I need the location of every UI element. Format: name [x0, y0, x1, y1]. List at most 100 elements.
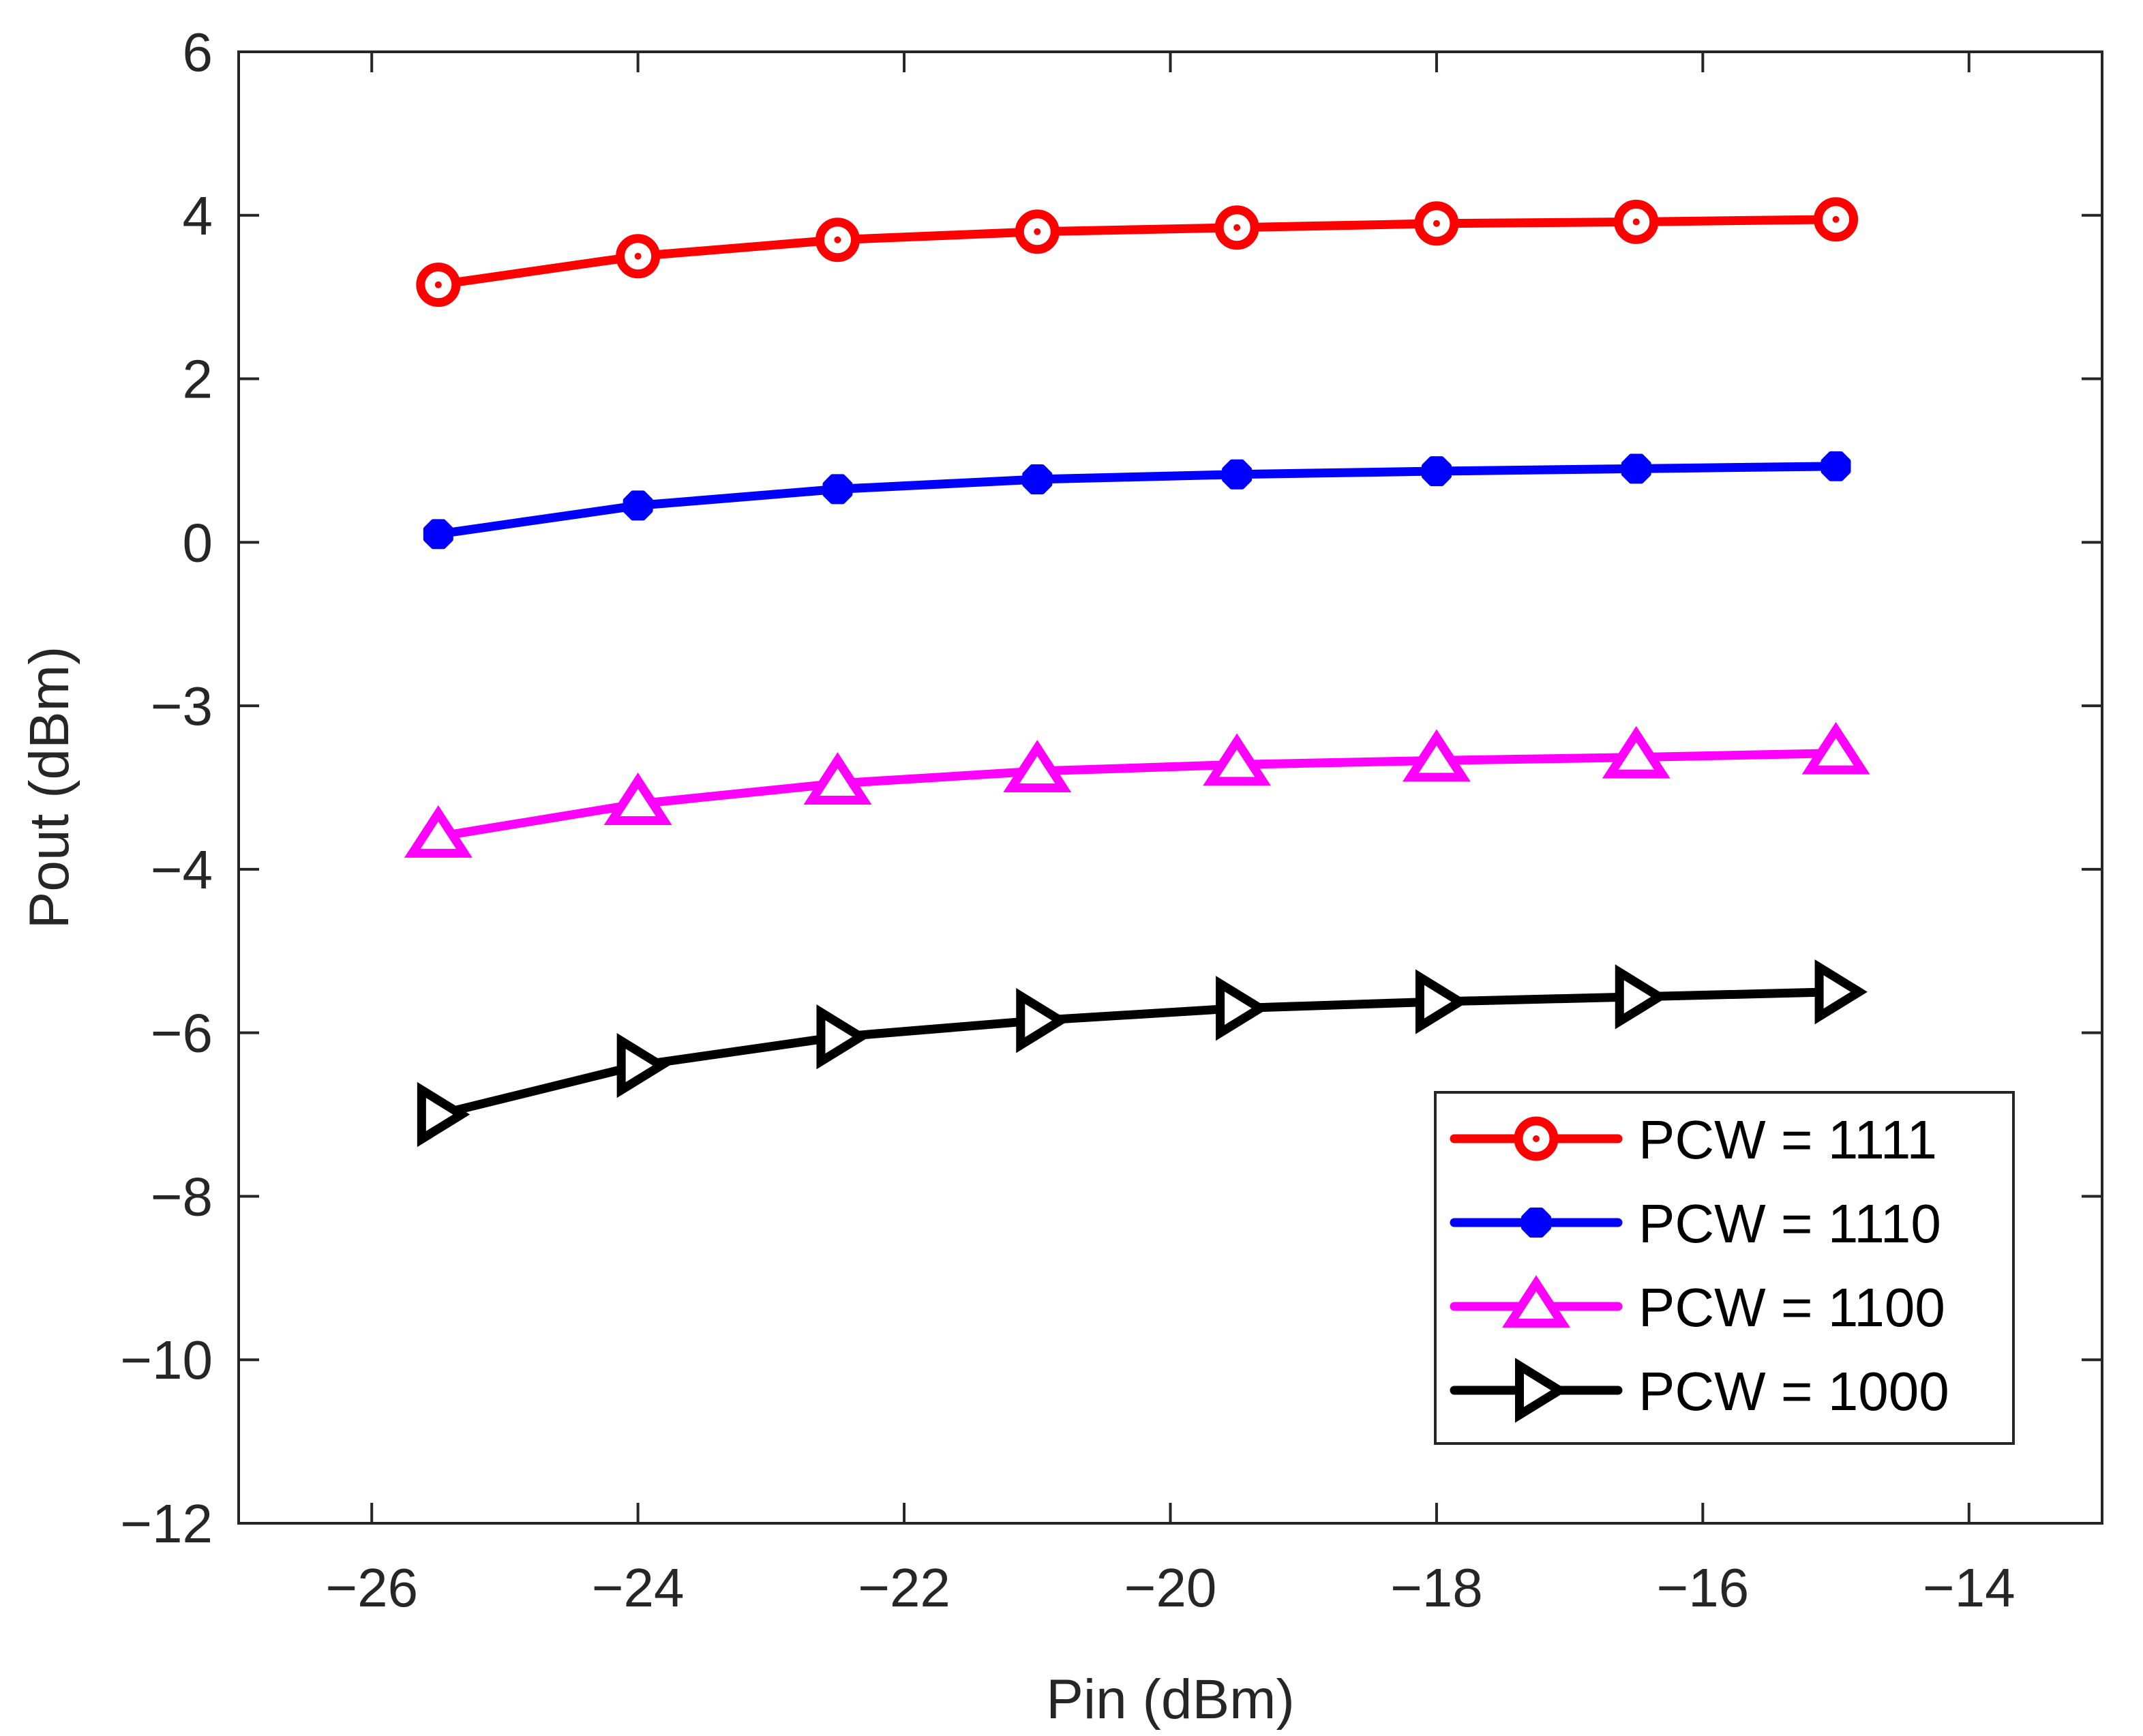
data-point	[1615, 964, 1668, 1030]
data-point	[1222, 459, 1253, 490]
series-line	[434, 462, 1841, 539]
marker-dot	[623, 490, 653, 521]
y-tick-label: −12	[120, 1493, 213, 1554]
x-tick-label: −16	[1657, 1557, 1750, 1618]
series-1110	[423, 451, 1851, 550]
data-point	[1016, 988, 1069, 1053]
marker-dot	[434, 281, 442, 288]
y-tick-label: −10	[120, 1330, 213, 1390]
y-tick-label: 4	[183, 185, 213, 246]
marker-dot	[1022, 464, 1053, 494]
data-point	[1414, 201, 1459, 246]
marker-triangle	[1003, 740, 1072, 793]
series-group	[404, 197, 1870, 1148]
data-point	[1214, 205, 1259, 250]
marker-triangle	[1216, 976, 1269, 1041]
data-point	[623, 490, 653, 521]
marker-dot	[1832, 215, 1840, 223]
data-point	[416, 263, 461, 308]
data-point	[1003, 740, 1072, 793]
data-point	[1820, 451, 1851, 481]
marker-triangle	[816, 1004, 869, 1070]
legend-item: PCW = 1100	[1450, 1275, 1945, 1338]
legend-label: PCW = 1100	[1638, 1277, 1945, 1338]
y-axis-label: Pout (dBm)	[18, 646, 80, 929]
data-point	[1621, 453, 1651, 484]
series-1000	[417, 959, 1868, 1148]
y-tick-label: 6	[183, 22, 213, 83]
marker-triangle	[1515, 1358, 1568, 1423]
data-point	[815, 218, 860, 263]
series-1111	[416, 197, 1859, 308]
data-point	[1422, 456, 1452, 486]
data-point	[1614, 199, 1659, 244]
marker-dot	[423, 519, 453, 550]
x-tick-label: −24	[592, 1557, 685, 1618]
data-point	[1022, 464, 1053, 494]
y-tick-label: −8	[151, 1166, 213, 1227]
y-tick-label: 2	[183, 349, 213, 410]
x-axis-label: Pin (dBm)	[1046, 1668, 1295, 1731]
series-1100	[404, 721, 1870, 858]
marker-dot	[634, 252, 642, 260]
marker-dot	[1222, 459, 1253, 490]
data-point	[423, 519, 453, 550]
marker-dot	[1422, 456, 1452, 486]
legend-label: PCW = 1110	[1638, 1193, 1941, 1254]
data-point	[1402, 729, 1471, 782]
y-tick-label: −6	[151, 1003, 213, 1064]
x-tick-label: −26	[325, 1557, 418, 1618]
x-tick-label: −18	[1390, 1557, 1483, 1618]
marker-triangle	[1615, 964, 1668, 1030]
legend-item: PCW = 1111	[1450, 1109, 1937, 1170]
data-point	[1415, 969, 1469, 1034]
x-tick-label: −14	[1923, 1557, 2015, 1618]
marker-dot	[1533, 1135, 1540, 1142]
marker-triangle	[1415, 969, 1469, 1034]
marker-triangle	[1814, 959, 1868, 1025]
series-line	[434, 987, 1841, 1120]
legend-item: PCW = 1110	[1450, 1193, 1941, 1254]
marker-triangle	[803, 752, 872, 805]
marker-triangle	[616, 1032, 670, 1098]
legend-label: PCW = 1111	[1638, 1109, 1937, 1170]
axes: −26 −24 −22 −20 −18 −16 −14 6 4 2 0 −3 −4 −6 −8 −10 −12	[120, 22, 2103, 1618]
marker-dot	[822, 474, 853, 505]
data-point	[1216, 976, 1269, 1041]
marker-triangle	[1801, 721, 1870, 775]
marker-dot	[1433, 220, 1440, 227]
data-point	[1015, 209, 1060, 254]
data-point	[1814, 197, 1859, 242]
marker-triangle	[1402, 729, 1471, 782]
data-point	[1203, 733, 1272, 786]
series-line	[434, 215, 1841, 290]
marker-dot	[1820, 451, 1851, 481]
y-tick-label: −4	[151, 839, 213, 900]
marker-dot	[1233, 224, 1241, 231]
data-point	[803, 752, 872, 805]
marker-triangle	[1602, 725, 1670, 779]
marker-dot	[1632, 218, 1640, 226]
x-tick-label: −20	[1124, 1557, 1217, 1618]
marker-triangle	[1016, 988, 1069, 1053]
x-tick-label: −22	[858, 1557, 950, 1618]
data-point	[1801, 721, 1870, 775]
data-point	[816, 1004, 869, 1070]
legend: PCW = 1111 PCW = 1110 PCW = 1100 PCW = 1000	[1434, 1091, 2015, 1445]
marker-dot	[1621, 453, 1651, 484]
data-point	[417, 1081, 470, 1148]
y-tick-label: −3	[151, 676, 213, 736]
y-tick-label: 0	[183, 512, 213, 573]
data-point	[404, 805, 473, 858]
marker-triangle	[417, 1081, 470, 1148]
marker-triangle	[603, 773, 672, 825]
legend-item: PCW = 1000	[1450, 1358, 1949, 1423]
data-point	[616, 234, 661, 279]
data-point	[822, 474, 853, 505]
marker-dot	[1034, 228, 1041, 235]
data-point	[603, 773, 672, 825]
marker-triangle	[404, 805, 473, 858]
data-point	[1814, 959, 1868, 1025]
